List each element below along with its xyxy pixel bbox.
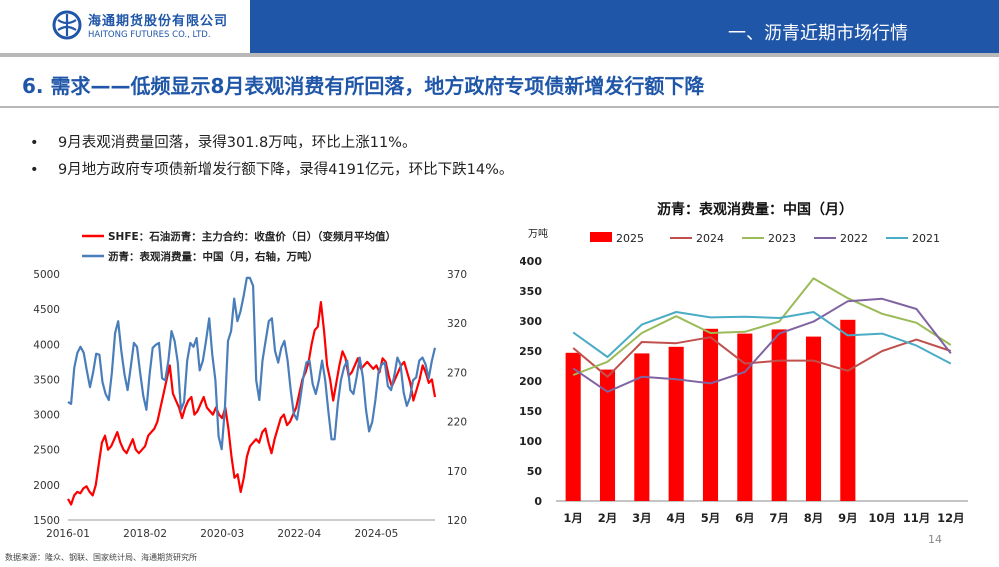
line-series-2023: [572, 277, 952, 376]
header-divider: [0, 53, 999, 57]
x-tick-label: 1月: [563, 511, 583, 525]
x-tick-label: 2022-04: [277, 528, 321, 540]
legend-label: 沥青：表观消费量：中国（月，右轴，万吨）: [108, 250, 318, 263]
bar-2025: [737, 333, 753, 501]
section-title: 一、沥青近期市场行情: [728, 23, 908, 44]
x-tick-label: 6月: [735, 511, 755, 525]
y-tick-label: 100: [520, 435, 542, 448]
y-left-tick-label: 3000: [33, 410, 60, 422]
y-tick-label: 350: [520, 285, 542, 298]
price-vs-consumption-chart: SHFE：石油沥青：主力合约：收盘价（日）（变频月平均值） 沥青：表观消费量：中国…: [33, 230, 467, 540]
slide-header: 海通期货股份有限公司 HAITONG FUTURES CO., LTD. 一、沥…: [0, 0, 999, 53]
y-left-tick-label: 3500: [33, 374, 60, 386]
bar-2025: [702, 328, 719, 501]
y-left-tick-label: 2500: [33, 445, 60, 457]
data-source-note: 数据来源：隆众、钢联、国家统计局、海通期货研究所: [5, 553, 197, 562]
legend-label: 2024: [696, 232, 724, 245]
haitong-logo-icon: [52, 10, 82, 40]
y-left-tick-label: 5000: [33, 269, 60, 281]
y-right-tick-label: 120: [447, 515, 467, 527]
price-line-series: [67, 300, 437, 506]
x-tick-label: 4月: [666, 511, 686, 525]
legend-label: 2021: [912, 232, 940, 245]
x-tick-label: 3月: [632, 511, 652, 525]
y-tick-label: 0: [534, 495, 542, 508]
y-right-tick-label: 220: [447, 417, 467, 429]
y-right-tick-label: 320: [447, 318, 467, 330]
bar-2025: [805, 336, 822, 501]
x-tick-label: 8月: [804, 511, 824, 525]
x-tick-label: 5月: [701, 511, 721, 525]
legend-label: 2023: [768, 232, 796, 245]
y-right-tick-label: 270: [447, 367, 467, 379]
bar-2025: [668, 346, 684, 501]
chart-title: 沥青：表观消费量：中国（月）: [657, 201, 853, 218]
x-tick-label: 7月: [769, 511, 789, 525]
bar-2025: [599, 369, 616, 501]
legend-swatch: [590, 232, 612, 242]
y-tick-label: 300: [520, 315, 542, 328]
y-tick-label: 50: [527, 465, 543, 478]
bullet-item: 9月地方政府专项债新增发行额下降，录得4191亿元，环比下跌14%。: [30, 160, 513, 187]
x-tick-label: 2024-05: [354, 528, 398, 540]
y-right-tick-label: 370: [447, 269, 467, 281]
x-tick-label: 10月: [868, 511, 896, 525]
y-left-tick-label: 4500: [33, 304, 60, 316]
x-tick-label: 12月: [937, 511, 965, 525]
page-number: 14: [928, 533, 942, 546]
bar-2025: [634, 353, 650, 501]
x-tick-label: 2016-01: [46, 528, 90, 540]
legend-label: 2025: [616, 232, 644, 245]
y-tick-label: 200: [520, 375, 542, 388]
y-tick-label: 150: [520, 405, 542, 418]
logo-company-name-cn: 海通期货股份有限公司: [88, 14, 229, 29]
y-axis-unit: 万吨: [528, 227, 548, 240]
consumption-line-series: [67, 276, 437, 451]
logo-company-name-en: HAITONG FUTURES CO., LTD.: [88, 30, 211, 40]
monthly-consumption-chart: 沥青：表观消费量：中国（月） 万吨 2025 2024 2023 2022 2021 0 50 1…: [520, 201, 968, 525]
x-tick-label: 2020-03: [200, 528, 244, 540]
legend-label: 2022: [840, 232, 868, 245]
x-tick-label: 9月: [838, 511, 858, 525]
x-tick-label: 11月: [903, 511, 931, 525]
y-left-tick-label: 1500: [33, 515, 60, 527]
x-tick-label: 2018-02: [123, 528, 167, 540]
y-right-tick-label: 170: [447, 466, 467, 478]
bullet-item: 9月表观消费量回落，录得301.8万吨，环比上涨11%。: [30, 133, 513, 160]
title-divider: [0, 106, 999, 108]
bar-2025: [840, 319, 856, 501]
y-tick-label: 400: [520, 255, 542, 268]
slide-title: 6. 需求——低频显示8月表观消费有所回落，地方政府专项债新增发行额下降: [22, 74, 705, 98]
x-tick-label: 2月: [598, 511, 618, 525]
y-left-tick-label: 4000: [33, 339, 60, 351]
bullet-list: 9月表观消费量回落，录得301.8万吨，环比上涨11%。 9月地方政府专项债新增…: [30, 133, 513, 187]
line-series-2024: [572, 336, 952, 378]
line-series-2022: [572, 297, 952, 393]
logo-area: 海通期货股份有限公司 HAITONG FUTURES CO., LTD.: [0, 0, 250, 53]
line-series-2021: [572, 311, 952, 365]
bar-2025: [565, 352, 581, 501]
y-tick-label: 250: [520, 345, 542, 358]
legend-label: SHFE：石油沥青：主力合约：收盘价（日）（变频月平均值）: [108, 230, 396, 243]
y-left-tick-label: 2000: [33, 480, 60, 492]
bar-2025: [771, 329, 787, 501]
